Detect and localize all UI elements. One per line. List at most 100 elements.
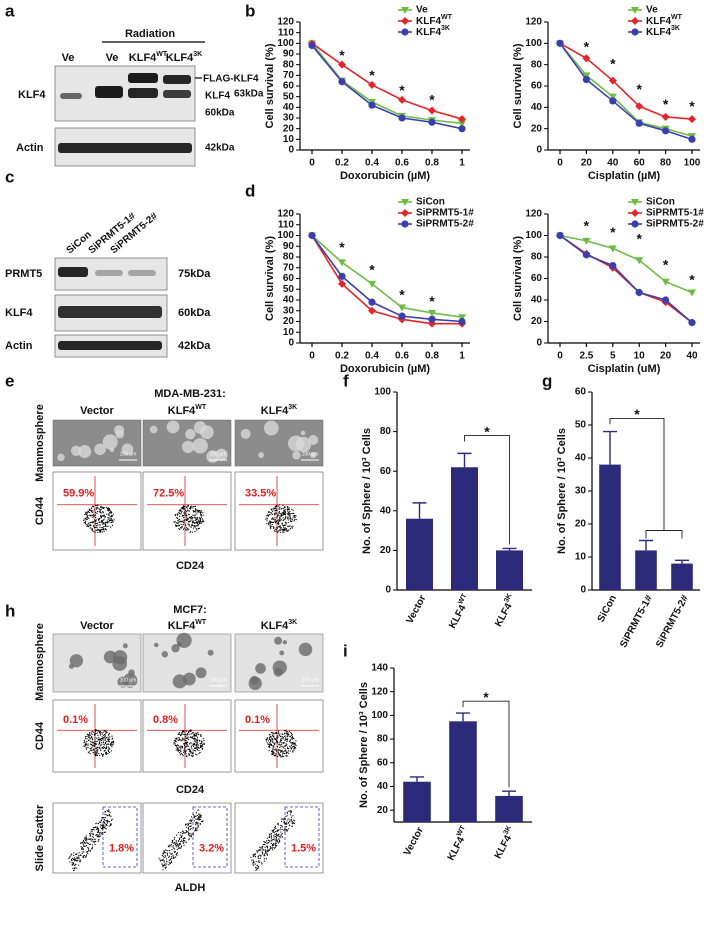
- flow-dot: [275, 732, 277, 735]
- flow-dot: [111, 521, 113, 523]
- flow-dot: [94, 843, 96, 845]
- flow-dot: [282, 747, 285, 749]
- flow-dot: [86, 740, 88, 743]
- flow-dot: [96, 507, 98, 509]
- flow-dot: [106, 810, 108, 812]
- flow-dot: [275, 749, 277, 751]
- blot-band: [128, 88, 158, 98]
- flow-dot: [287, 750, 290, 752]
- y-tick-label: 110: [278, 27, 295, 38]
- flow-dot: [276, 738, 278, 740]
- flow-dot: [186, 519, 188, 522]
- column-label: KLF43K: [261, 404, 297, 417]
- flow-dot: [199, 512, 202, 514]
- flow-dot: [281, 742, 283, 744]
- flow-dot: [108, 814, 110, 816]
- flow-dot: [106, 745, 108, 748]
- flow-dot: [88, 514, 90, 516]
- significance-star: *: [663, 96, 669, 112]
- flow-dot: [163, 852, 165, 854]
- flow-dot: [269, 520, 271, 522]
- annotation: FLAG-KLF4: [203, 74, 259, 85]
- series-line: [559, 42, 693, 120]
- flow-dot: [183, 747, 185, 749]
- y-tick-label: 120: [525, 209, 542, 220]
- flow-dot: [93, 749, 95, 751]
- flow-dot: [94, 739, 96, 741]
- significance-star: *: [369, 67, 375, 83]
- flow-dot: [198, 817, 200, 819]
- marker: [582, 251, 591, 259]
- flow-dot: [110, 516, 113, 518]
- flow-dot: [95, 828, 98, 830]
- flow-dot: [89, 752, 91, 755]
- y-tick-label: 60: [380, 466, 392, 477]
- y-tick-label: 30: [283, 305, 295, 316]
- sphere: [292, 451, 301, 460]
- marker: [631, 17, 639, 25]
- flow-dot: [191, 517, 193, 519]
- flow-dot: [179, 754, 182, 756]
- flow-dot: [69, 861, 71, 863]
- flow-dot: [103, 515, 105, 517]
- flow-dot: [93, 829, 95, 831]
- flow-dot: [285, 729, 287, 731]
- flow-dot: [102, 528, 104, 530]
- flow-dot: [100, 742, 103, 744]
- flow-dot: [263, 849, 265, 851]
- flow-dot: [288, 734, 290, 736]
- flow-dot: [187, 505, 189, 507]
- y-tick-label: 30: [283, 113, 295, 124]
- flow-dot: [193, 816, 196, 818]
- flow-dot: [106, 513, 108, 515]
- significance-star: *: [339, 239, 345, 255]
- flow-dot: [285, 829, 287, 831]
- sphere: [161, 651, 169, 658]
- flow-dot: [108, 732, 111, 735]
- flow-dot: [282, 504, 284, 506]
- flow-dot: [87, 852, 89, 854]
- flow-dot: [281, 820, 283, 822]
- flow-dot: [87, 511, 89, 513]
- flow-dot: [94, 512, 97, 514]
- flow-dot: [250, 856, 252, 858]
- marker: [661, 278, 670, 286]
- flow-dot: [257, 855, 260, 857]
- lane-label: Ve: [106, 52, 119, 64]
- blot-band: [58, 267, 88, 277]
- flow-dot: [79, 859, 81, 861]
- flow-dot: [276, 755, 279, 758]
- panel-label: g: [542, 371, 552, 390]
- flow-dot: [161, 855, 163, 857]
- flow-dot: [200, 820, 203, 822]
- flow-dot: [185, 518, 187, 521]
- x-axis-label: Cisplatin (µM): [588, 170, 661, 182]
- flow-plot: [142, 699, 232, 773]
- annotation: 60kDa: [205, 108, 235, 119]
- error-bar: [502, 790, 516, 796]
- y-tick-label: 120: [277, 209, 294, 220]
- flow-dot: [189, 750, 191, 752]
- flow-dot: [98, 521, 101, 523]
- flow-dot: [183, 512, 185, 514]
- flow-dot: [195, 827, 197, 829]
- flow-dot: [189, 825, 192, 827]
- row-label: 42kDa: [178, 340, 211, 352]
- flow-dot: [281, 828, 283, 830]
- flow-dot: [111, 746, 113, 748]
- flow-dot: [104, 739, 106, 741]
- flow-dot: [166, 854, 169, 856]
- flow-dot: [91, 735, 93, 738]
- flow-dot: [107, 810, 109, 813]
- flow-dot: [274, 754, 276, 756]
- flow-dot: [89, 521, 91, 523]
- flow-dot: [97, 823, 100, 825]
- flow-dot: [76, 853, 78, 855]
- flow-dot: [289, 510, 291, 512]
- flow-dot: [292, 745, 294, 748]
- flow-dot: [84, 741, 86, 743]
- flow-dot: [281, 531, 284, 533]
- sphere: [300, 430, 306, 436]
- bar: [599, 464, 621, 590]
- flow-dot: [286, 830, 289, 832]
